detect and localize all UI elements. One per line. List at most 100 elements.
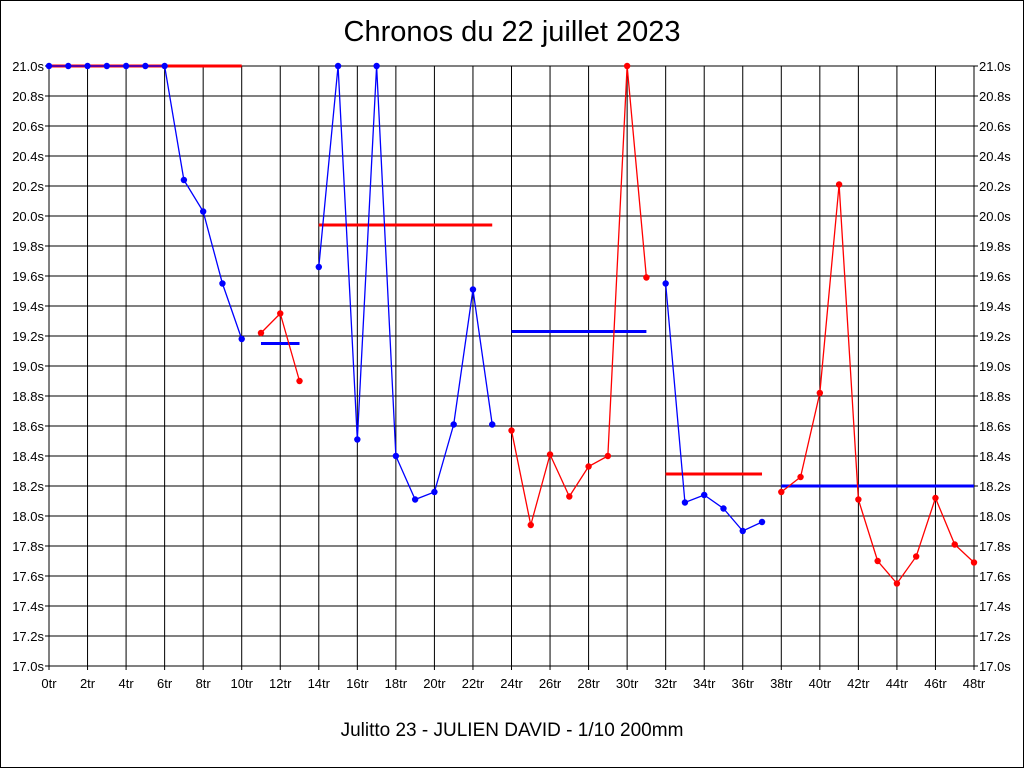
x-tick-label: 2tr — [80, 676, 96, 691]
data-point — [778, 488, 785, 496]
data-point — [951, 541, 958, 548]
series-line — [49, 65, 243, 340]
data-point — [411, 496, 419, 503]
y-tick-label: 20.6s — [979, 119, 1011, 134]
data-point — [489, 421, 496, 428]
data-point — [199, 208, 207, 215]
data-point — [585, 463, 592, 470]
series-line — [318, 65, 493, 501]
x-tick-label: 6tr — [157, 676, 173, 691]
x-tick-label: 34tr — [693, 676, 716, 691]
x-tick-label: 30tr — [616, 676, 639, 691]
data-point — [45, 62, 53, 70]
y-tick-label: 19.2s — [12, 329, 44, 344]
x-axis-labels: 0tr 2tr 4tr 6tr 8tr 10tr 12tr 14tr 16tr 18tr 20tr 2… — [41, 676, 985, 691]
series-line — [510, 65, 648, 526]
data-point — [65, 62, 72, 70]
chart-title: Chronos du 22 juillet 2023 — [343, 16, 681, 48]
y-tick-label: 17.8s — [979, 539, 1011, 554]
x-tick-label: 14tr — [308, 676, 331, 691]
x-tick-label: 12tr — [269, 676, 292, 691]
data-point — [701, 491, 708, 499]
x-tick-label: 46tr — [924, 676, 947, 691]
data-point — [392, 452, 400, 460]
y-tick-label: 18.6s — [12, 419, 44, 434]
x-tick-label: 22tr — [462, 676, 485, 691]
y-tick-label: 21.0s — [12, 59, 44, 74]
data-point — [816, 389, 824, 397]
data-point — [315, 263, 322, 271]
y-tick-label: 19.6s — [12, 269, 44, 284]
data-point — [835, 181, 843, 188]
series-line — [665, 283, 763, 532]
data-point — [469, 286, 477, 293]
data-point — [643, 274, 650, 281]
y-tick-label: 17.4s — [12, 599, 44, 614]
data-point — [277, 310, 284, 317]
y-tick-label: 20.8s — [979, 89, 1011, 104]
y-tick-label: 18.8s — [979, 389, 1011, 404]
x-tick-label: 8tr — [196, 676, 212, 691]
x-tick-label: 4tr — [118, 676, 134, 691]
grid-lines — [45, 65, 978, 670]
y-tick-label: 20.4s — [12, 149, 44, 164]
x-tick-label: 0tr — [41, 676, 57, 691]
data-point — [662, 280, 669, 287]
data-point — [238, 335, 245, 343]
x-tick-label: 48tr — [963, 676, 986, 691]
x-tick-label: 36tr — [732, 676, 755, 691]
y-tick-label: 19.0s — [12, 359, 44, 374]
plot-border — [48, 65, 975, 667]
data-point — [296, 377, 303, 385]
y-tick-label: 19.4s — [979, 299, 1011, 314]
series-line — [780, 184, 975, 585]
data-point — [758, 518, 766, 526]
data-point — [84, 62, 91, 70]
y-tick-label: 18.0s — [979, 509, 1011, 524]
data-point — [546, 451, 554, 458]
y-tick-label: 19.8s — [12, 239, 44, 254]
data-point — [855, 496, 862, 503]
chart-subtitle: Julitto 23 - JULIEN DAVID - 1/10 200mm — [340, 720, 684, 741]
y-tick-label: 17.0s — [12, 659, 44, 674]
y-tick-label: 20.0s — [12, 209, 44, 224]
y-axis-left-labels: 17.0s 17.2s 17.4s 17.6s 17.8s 18.0s 18.2s 18.4s… — [12, 59, 44, 674]
y-tick-label: 17.2s — [979, 629, 1011, 644]
data-point — [334, 62, 342, 70]
y-tick-label: 17.2s — [12, 629, 44, 644]
y-tick-label: 18.2s — [12, 479, 44, 494]
data-point — [681, 499, 689, 506]
y-tick-label: 19.0s — [979, 359, 1011, 374]
data-point — [508, 427, 515, 434]
data-point — [527, 521, 534, 529]
y-tick-label: 19.8s — [979, 239, 1011, 254]
y-tick-label: 17.6s — [12, 569, 44, 584]
x-tick-label: 26tr — [539, 676, 562, 691]
x-tick-label: 10tr — [231, 676, 254, 691]
data-point — [142, 62, 149, 70]
y-tick-label: 19.2s — [979, 329, 1011, 344]
x-tick-label: 18tr — [385, 676, 408, 691]
data-point — [257, 329, 265, 337]
y-tick-label: 19.6s — [979, 269, 1011, 284]
data-point — [354, 436, 361, 443]
y-tick-label: 20.6s — [12, 119, 44, 134]
y-tick-label: 20.8s — [12, 89, 44, 104]
data-point — [566, 493, 573, 500]
x-tick-label: 42tr — [847, 676, 870, 691]
data-point — [912, 553, 920, 560]
y-tick-label: 18.8s — [12, 389, 44, 404]
y-tick-label: 18.2s — [979, 479, 1011, 494]
y-axis-right-labels: 17.0s 17.2s 17.4s 17.6s 17.8s 18.0s 18.2s 18.4s… — [979, 59, 1011, 674]
data-point — [161, 62, 168, 70]
series-points — [45, 62, 978, 587]
y-tick-label: 20.2s — [12, 179, 44, 194]
data-point — [373, 62, 380, 70]
data-point — [604, 452, 612, 460]
data-point — [874, 557, 881, 565]
data-point — [103, 62, 111, 70]
y-tick-label: 17.8s — [12, 539, 44, 554]
data-point — [932, 494, 939, 502]
x-tick-label: 38tr — [770, 676, 793, 691]
data-point — [893, 580, 901, 587]
